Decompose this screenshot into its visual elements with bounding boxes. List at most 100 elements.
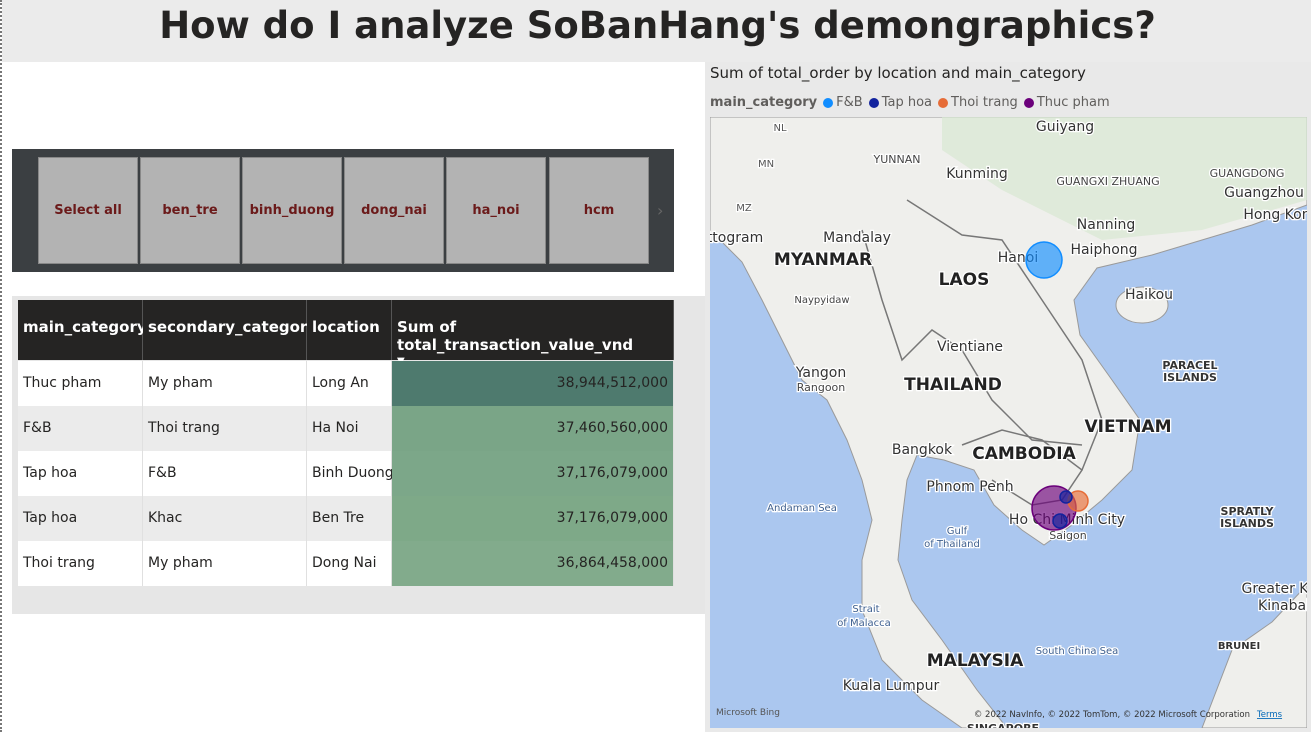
legend-item[interactable]: Thoi trang	[938, 95, 1018, 110]
legend-dot	[938, 97, 949, 108]
table-cell: Binh Duong	[307, 451, 394, 496]
table-cell: Tap hoa	[18, 451, 143, 496]
table-cell: 38,944,512,000	[392, 361, 674, 406]
scroll-arrow[interactable]: ›	[657, 201, 664, 220]
map-label: of Thailand	[924, 539, 980, 550]
land	[1201, 584, 1307, 728]
legend-item[interactable]: F&B	[823, 95, 863, 110]
table-cell: 37,176,079,000	[392, 496, 674, 541]
map-label: Vientiane	[937, 339, 1003, 355]
map-visual: Sum of total_order by location and main_…	[705, 62, 1311, 732]
map-label: Bangkok	[892, 442, 953, 458]
map-label: ISLANDS	[1163, 371, 1217, 384]
header-text: secondary_category	[148, 318, 318, 336]
map-label: Haikou	[1125, 287, 1173, 303]
map-label: MYANMAR	[774, 250, 872, 270]
table-cell: My pham	[143, 541, 307, 586]
legend-dot	[868, 97, 879, 108]
legend-label: F&B	[836, 95, 863, 110]
table-cell: Thoi trang	[18, 541, 143, 586]
table-cell: 37,460,560,000	[392, 406, 674, 451]
map-label: Guiyang	[1036, 119, 1094, 135]
map-bubble[interactable]	[1025, 241, 1063, 279]
map-label: Kunming	[946, 166, 1008, 182]
map-label: YUNNAN	[873, 153, 921, 166]
map-label: LAOS	[939, 270, 990, 290]
map-label: THAILAND	[904, 375, 1002, 395]
table-cell: 37,176,079,000	[392, 451, 674, 496]
slicer-button[interactable]: binh_duong	[242, 157, 342, 264]
map-label: VIETNAM	[1085, 417, 1172, 437]
map-label: Mandalay	[823, 230, 891, 246]
map-label: ISLANDS	[1220, 517, 1274, 530]
bing-logo: Microsoft Bing	[716, 708, 780, 718]
table-cell: My pham	[143, 361, 307, 406]
slicer-button[interactable]: Select all	[38, 157, 138, 264]
map-label: Phnom Penh	[926, 479, 1013, 495]
slicer-button[interactable]: ben_tre	[140, 157, 240, 264]
legend-label: Thoi trang	[951, 95, 1018, 110]
map-label: CAMBODIA	[972, 444, 1076, 464]
map-title: Sum of total_order by location and main_…	[710, 64, 1086, 82]
legend-dot	[823, 97, 834, 108]
map-label: Naypyidaw	[794, 295, 849, 306]
data-table: main_category secondary_category location S…	[12, 296, 705, 614]
map-label: MALAYSIA	[927, 651, 1024, 671]
table-cell: F&B	[143, 451, 307, 496]
island	[1115, 286, 1169, 324]
slicer-button[interactable]: ha_noi	[446, 157, 546, 264]
table-cell: Khac	[143, 496, 307, 541]
map-label: SPRATLY	[1221, 505, 1275, 518]
attribution: © 2022 NavInfo, © 2022 TomTom, © 2022 Mi…	[974, 710, 1250, 720]
map-label: Haiphong	[1070, 242, 1137, 258]
map-label: MN	[758, 159, 774, 170]
map-label: NL	[773, 123, 786, 134]
slicer-button[interactable]: hcm	[549, 157, 649, 264]
column-header[interactable]: secondary_category	[143, 300, 317, 360]
map-bubble[interactable]	[1052, 513, 1068, 529]
map-label: Kinabal	[1258, 598, 1307, 614]
table-cell: Long An	[307, 361, 392, 406]
table-cell: Thoi trang	[143, 406, 307, 451]
map-label: GUANGDONG	[1210, 167, 1285, 180]
map-label: Guangzhou	[1224, 185, 1304, 201]
column-header[interactable]: main_category	[18, 300, 147, 360]
map-label: Kuala Lumpur	[843, 678, 940, 694]
legend-label: Thuc pham	[1036, 95, 1110, 110]
map-label: Greater K	[1242, 581, 1307, 597]
map-label: BRUNEI	[1218, 641, 1260, 652]
table-cell: 36,864,458,000	[392, 541, 674, 586]
header-text: Sum of total_transaction_value_vnd	[397, 318, 634, 354]
map-bubble[interactable]	[1059, 490, 1073, 504]
table-cell: Tap hoa	[18, 496, 143, 541]
table-cell: Ben Tre	[307, 496, 392, 541]
legend-label: Tap hoa	[881, 95, 933, 110]
border	[906, 199, 1103, 471]
column-header[interactable]: Sum of total_transaction_value_vnd▼	[392, 300, 674, 367]
table-cell: Ha Noi	[307, 406, 392, 451]
map: NL Guiyang MN YUNNAN Kunming GUANGXI ZHUANG GU…	[710, 117, 1307, 728]
map-label: GUANGXI ZHUANG	[1056, 175, 1159, 188]
slicer-button[interactable]: dong_nai	[344, 157, 444, 264]
legend-item[interactable]: Tap hoa	[868, 95, 933, 110]
table-cell: F&B	[18, 406, 143, 451]
map-label: Gulf	[947, 526, 968, 537]
legend-title: main_category	[710, 95, 818, 110]
map-label: of Malacca	[837, 618, 891, 629]
table-cell: Dong Nai	[307, 541, 392, 586]
column-header[interactable]: location	[307, 300, 392, 360]
map-label: Saigon	[1049, 529, 1086, 542]
location-slicer: › Select all ben_tre binh_duong dong_nai ha_…	[12, 149, 674, 272]
header-text: location	[312, 318, 380, 336]
map-label: Andaman Sea	[767, 503, 837, 514]
terms-link[interactable]: Terms	[1256, 710, 1283, 720]
border	[861, 229, 1083, 446]
table-cell: Thuc pham	[18, 361, 143, 406]
legend-item[interactable]: Thuc pham	[1023, 95, 1110, 110]
legend-dot	[1023, 97, 1034, 108]
map-label: Strait	[852, 604, 879, 615]
map-label: Rangoon	[797, 381, 846, 394]
header-text: main_category	[23, 318, 147, 336]
land-shade	[942, 117, 1307, 240]
